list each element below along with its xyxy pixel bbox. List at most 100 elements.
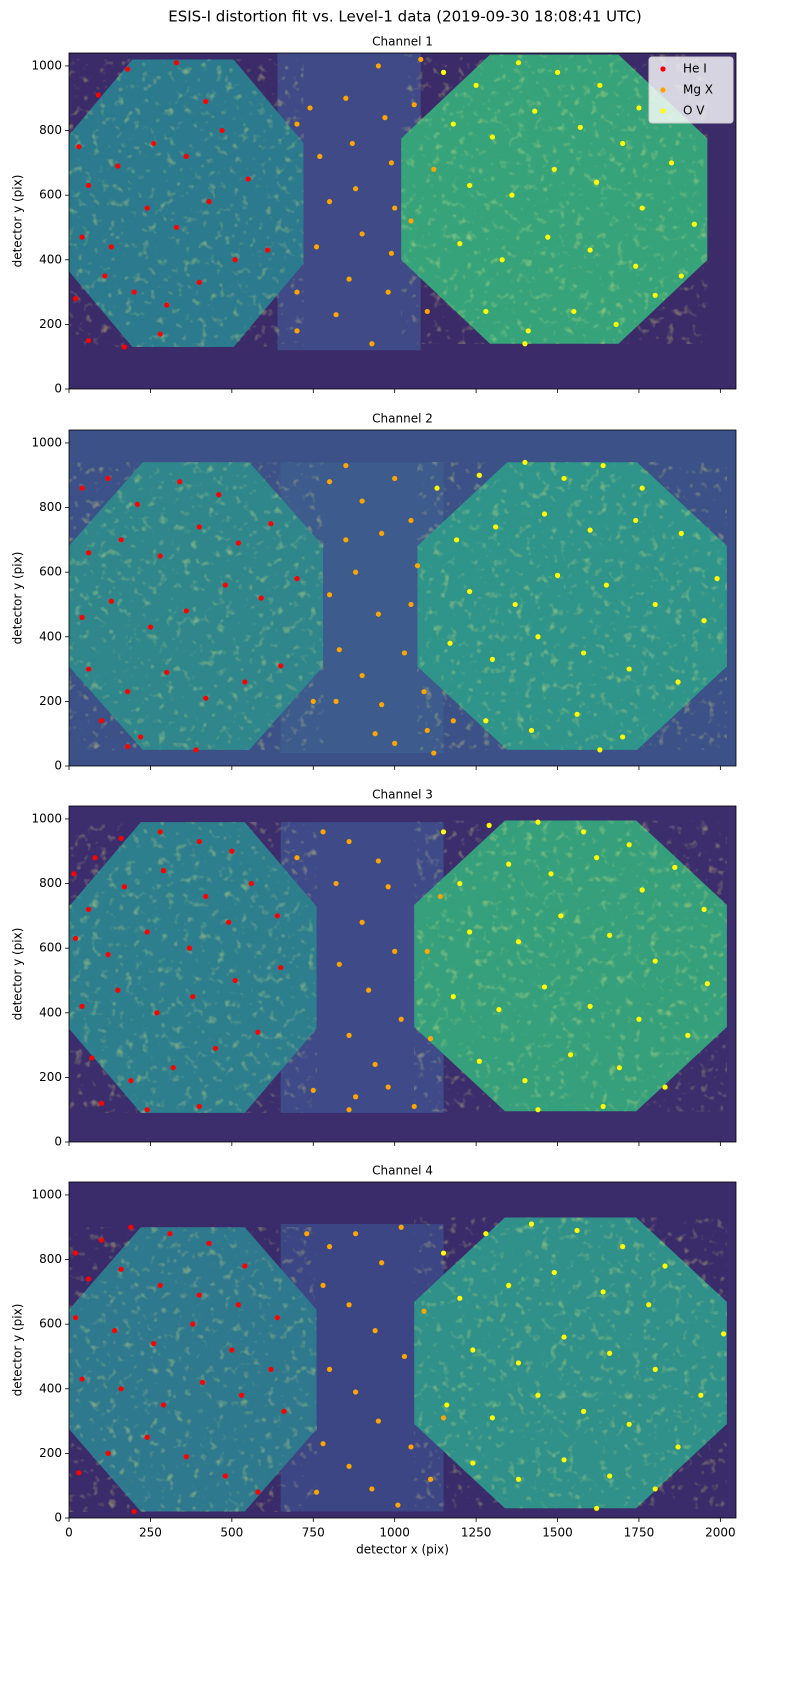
fit-point xyxy=(219,127,225,134)
fit-point xyxy=(372,731,378,737)
fit-point xyxy=(144,929,150,935)
fit-point xyxy=(385,1084,391,1090)
fit-point xyxy=(85,182,92,189)
fit-point xyxy=(346,1302,352,1308)
fit-point xyxy=(147,624,154,630)
fit-point xyxy=(440,1415,447,1421)
detector-image xyxy=(69,53,736,389)
points xyxy=(72,56,697,350)
fit-point xyxy=(369,1486,375,1492)
fit-point xyxy=(183,153,189,159)
fit-point xyxy=(326,199,333,205)
fit-point xyxy=(388,250,395,256)
fit-point xyxy=(203,98,209,105)
fit-point xyxy=(626,666,632,672)
fit-point xyxy=(385,289,391,295)
panel-title: Channel 3 xyxy=(372,788,433,802)
fit-point xyxy=(620,734,626,740)
fit-point xyxy=(440,829,447,835)
fit-point xyxy=(375,1418,381,1424)
fit-point xyxy=(105,1450,111,1456)
fit-point xyxy=(457,241,463,247)
fit-point xyxy=(580,829,587,835)
fit-point xyxy=(255,1029,261,1035)
fit-point xyxy=(333,312,339,318)
fit-point xyxy=(320,1282,326,1288)
fit-point xyxy=(597,82,603,88)
fit-point xyxy=(379,1260,385,1266)
fit-point xyxy=(346,1032,352,1038)
fit-point xyxy=(294,855,300,861)
fit-point xyxy=(580,1408,587,1414)
fit-point xyxy=(310,1087,316,1093)
y-tick-label: 200 xyxy=(39,694,62,708)
fit-point xyxy=(382,115,388,121)
fit-point xyxy=(177,479,183,485)
fit-point xyxy=(235,1302,241,1308)
fit-point xyxy=(71,871,77,877)
fit-point xyxy=(600,462,606,469)
fit-point xyxy=(515,60,522,66)
fit-point xyxy=(346,1107,352,1113)
x-tick-label: 1500 xyxy=(542,1526,573,1540)
fit-point xyxy=(453,537,460,543)
fit-point xyxy=(506,861,512,867)
y-tick-label: 800 xyxy=(39,500,62,514)
fit-point xyxy=(95,92,101,98)
fit-point xyxy=(633,517,639,524)
y-tick-label: 600 xyxy=(39,565,62,579)
fit-point xyxy=(151,140,157,147)
fit-point xyxy=(574,711,580,717)
fit-point xyxy=(326,592,333,598)
fit-point xyxy=(346,1463,352,1469)
fit-point xyxy=(525,328,531,334)
fit-point xyxy=(616,1065,623,1071)
fit-point xyxy=(587,1003,593,1009)
fit-point xyxy=(131,289,137,295)
x-tick-label: 1000 xyxy=(379,1526,410,1540)
fit-point xyxy=(278,663,284,669)
fit-point xyxy=(353,1094,359,1100)
detector-image xyxy=(69,806,736,1142)
fit-point xyxy=(594,855,600,861)
fit-point xyxy=(483,308,489,315)
fit-point xyxy=(203,893,209,900)
fit-point xyxy=(427,1036,434,1042)
panel-title: Channel 1 xyxy=(372,35,433,49)
fit-point xyxy=(164,302,170,308)
fit-point xyxy=(265,247,271,253)
fit-point xyxy=(229,848,235,854)
fit-point xyxy=(704,981,710,987)
fit-point xyxy=(509,192,515,198)
fit-point xyxy=(79,614,85,620)
points xyxy=(72,1221,727,1515)
fit-point xyxy=(532,108,538,114)
fit-point xyxy=(190,1321,196,1327)
fit-point xyxy=(186,945,193,951)
fit-point xyxy=(248,880,254,887)
y-tick-label: 1000 xyxy=(31,435,62,449)
y-tick-label: 400 xyxy=(39,1381,62,1395)
fit-point xyxy=(196,1103,202,1110)
fit-point xyxy=(157,829,163,835)
fit-point xyxy=(388,160,395,166)
x-tick-label: 750 xyxy=(302,1526,325,1540)
fit-point xyxy=(701,906,707,912)
fit-point xyxy=(72,1250,79,1256)
fit-point xyxy=(359,672,365,679)
axes-frame xyxy=(68,1181,737,1519)
fit-point xyxy=(414,563,421,569)
fit-point xyxy=(408,1444,414,1450)
fit-point xyxy=(353,186,359,192)
fit-point xyxy=(431,166,437,172)
fit-point xyxy=(115,987,121,993)
fit-point xyxy=(242,679,248,685)
fit-point xyxy=(353,569,359,575)
fit-point xyxy=(401,1353,408,1360)
fit-point xyxy=(258,595,264,601)
legend-label: O V xyxy=(683,104,705,118)
fit-point xyxy=(359,498,365,504)
y-tick-label: 1000 xyxy=(31,1187,62,1201)
y-axis-label: detector y (pix) xyxy=(11,1304,25,1397)
